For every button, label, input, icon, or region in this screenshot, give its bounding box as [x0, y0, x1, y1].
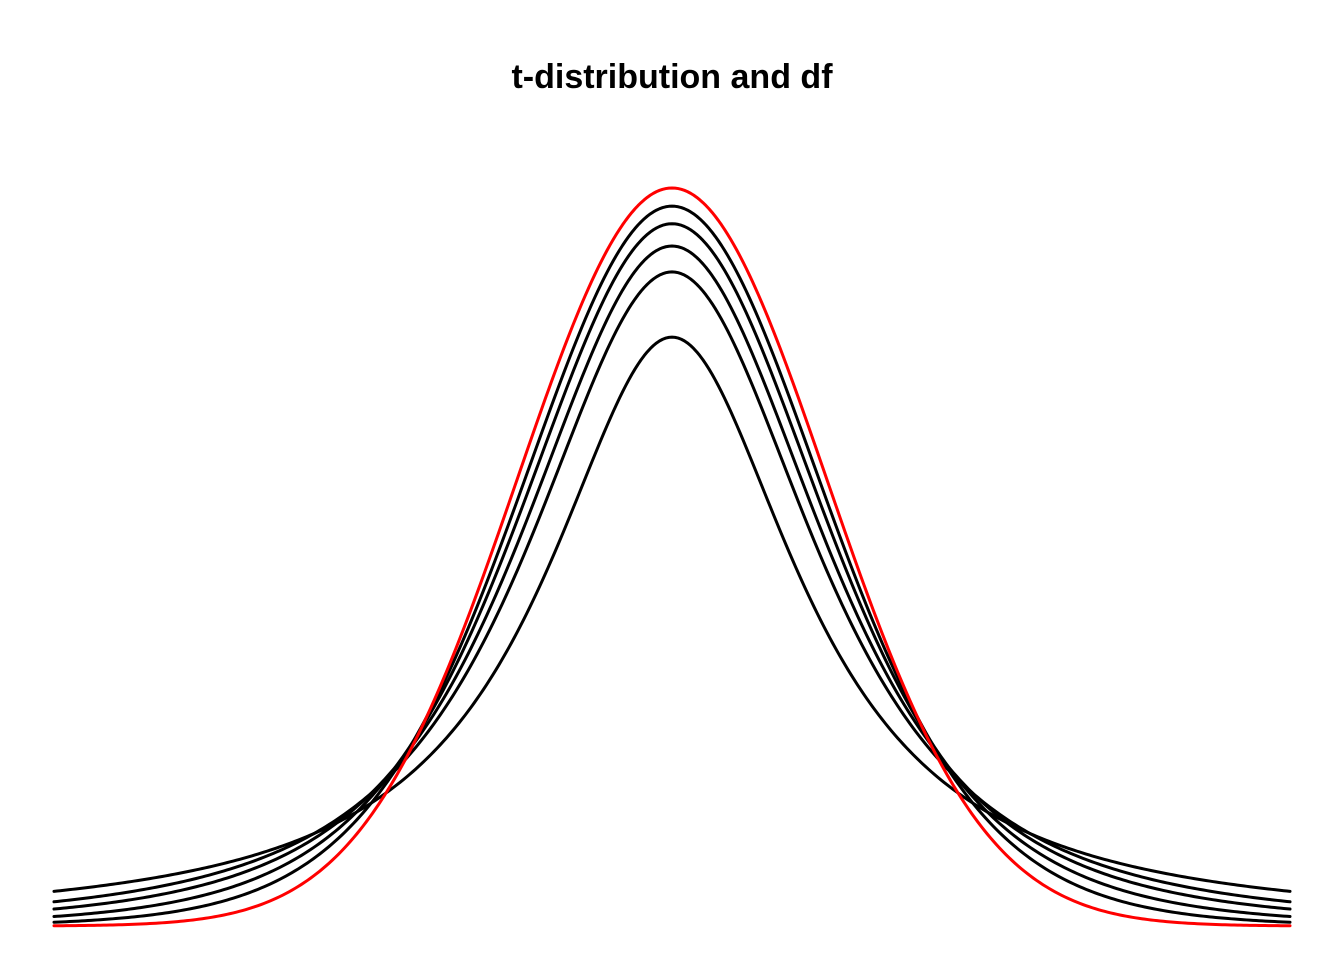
- series-layer: [52, 186, 1292, 928]
- chart-title: t-distribution and df: [511, 58, 833, 96]
- series-line-t-df-1: [52, 335, 1292, 893]
- series-line-t-df-10: [52, 204, 1292, 924]
- series-line-t-df-2: [52, 270, 1292, 904]
- series-line-t-df-5: [52, 222, 1292, 919]
- series-line-normal: [52, 186, 1292, 928]
- series-line-t-df-3: [52, 244, 1292, 911]
